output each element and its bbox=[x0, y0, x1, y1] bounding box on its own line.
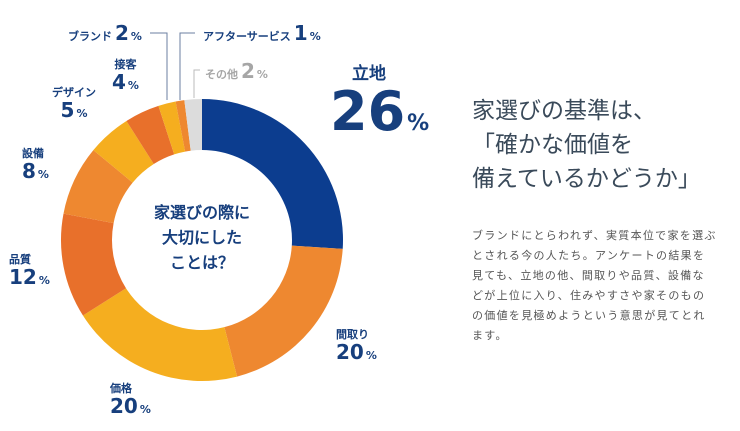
donut-slice-6 bbox=[126, 105, 175, 165]
leader-line bbox=[193, 69, 200, 98]
body-line: どが上位に入り、住みやすさや家そのもの bbox=[472, 289, 706, 302]
label-other: その他 2% bbox=[205, 59, 268, 83]
body-line: 見ても、立地の他、間取りや品質、設備な bbox=[472, 269, 705, 282]
leader-line bbox=[179, 32, 195, 100]
leader-line bbox=[150, 32, 168, 100]
label-rittchi: 立地 26% bbox=[330, 64, 430, 143]
donut-slice-0 bbox=[202, 99, 343, 249]
label-kakaku: 価格 20% bbox=[110, 382, 151, 418]
label-setsubi: 設備 8% bbox=[22, 147, 49, 183]
headline: 家選びの基準は、 「確かな価値を 備えているかどうか」 bbox=[472, 94, 732, 196]
donut-slice-7 bbox=[158, 101, 186, 155]
body-line: ます。 bbox=[472, 329, 508, 342]
label-sekkyaku: 接客 4% bbox=[112, 58, 139, 94]
center-line: ことは？ bbox=[169, 253, 234, 272]
center-line: 大切にした bbox=[161, 228, 242, 247]
label-after-service: アフターサービス 1% bbox=[203, 21, 321, 45]
donut-slice-2 bbox=[82, 288, 238, 381]
donut-chart bbox=[60, 32, 343, 381]
donut-slice-8 bbox=[175, 100, 191, 152]
label-design: デザイン 5% bbox=[52, 86, 96, 122]
label-brand: ブランド 2% bbox=[68, 21, 142, 45]
body-text: ブランドにとらわれず、実質本位で家を選ぶ とされる今の人たち。アンケートの結果を… bbox=[472, 226, 734, 346]
headline-line: 家選びの基準は、 bbox=[472, 98, 656, 124]
center-line: 家選びの際に bbox=[153, 203, 250, 222]
donut-slice-9 bbox=[184, 99, 202, 151]
label-madori: 間取り 20% bbox=[336, 328, 377, 364]
donut-slice-1 bbox=[224, 245, 343, 377]
donut-slice-3 bbox=[60, 213, 127, 316]
body-line: の価値を見極めようという意思が見てとれ bbox=[472, 309, 706, 322]
body-line: とされる今の人たち。アンケートの結果を bbox=[472, 249, 706, 262]
headline-line: 「確かな価値を bbox=[472, 132, 633, 158]
center-label: 家選びの際に 大切にした ことは？ bbox=[132, 200, 272, 275]
label-hinshitsu: 品質 12% bbox=[9, 253, 50, 289]
donut-slice-5 bbox=[93, 120, 154, 183]
headline-line: 備えているかどうか」 bbox=[472, 166, 701, 192]
donut-slice-4 bbox=[63, 150, 133, 224]
body-line: ブランドにとらわれず、実質本位で家を選ぶ bbox=[472, 229, 717, 242]
